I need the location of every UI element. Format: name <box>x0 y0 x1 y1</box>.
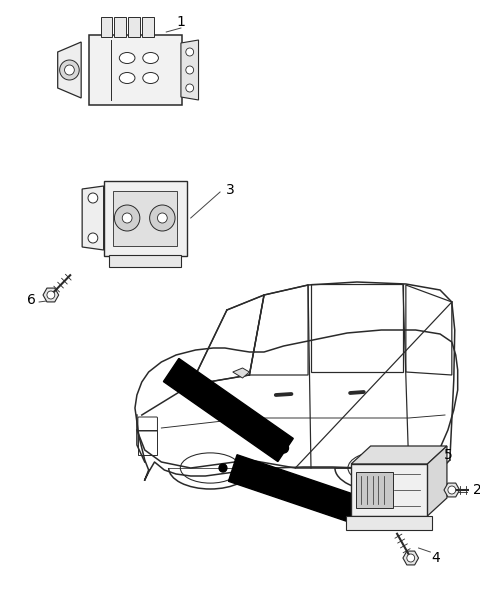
Circle shape <box>219 464 227 472</box>
Circle shape <box>122 213 132 223</box>
Bar <box>351 464 427 516</box>
Bar <box>142 17 154 37</box>
Circle shape <box>114 205 140 231</box>
Polygon shape <box>351 446 447 464</box>
Circle shape <box>150 205 175 231</box>
Circle shape <box>186 66 193 74</box>
Circle shape <box>279 443 288 453</box>
Bar <box>101 17 112 37</box>
Text: 3: 3 <box>226 183 234 197</box>
Polygon shape <box>403 551 419 565</box>
Circle shape <box>407 554 415 562</box>
Circle shape <box>88 193 98 203</box>
Text: 2: 2 <box>473 483 480 497</box>
Circle shape <box>186 84 193 92</box>
Bar <box>89 35 182 105</box>
Ellipse shape <box>120 53 135 64</box>
Polygon shape <box>58 42 81 98</box>
Polygon shape <box>346 516 432 530</box>
Circle shape <box>88 233 98 243</box>
Circle shape <box>186 48 193 56</box>
Circle shape <box>64 65 74 75</box>
Ellipse shape <box>143 73 158 84</box>
Polygon shape <box>82 186 104 250</box>
Ellipse shape <box>120 73 135 84</box>
Circle shape <box>157 213 167 223</box>
Polygon shape <box>108 255 181 267</box>
Bar <box>104 181 187 256</box>
Text: 6: 6 <box>27 293 36 307</box>
Polygon shape <box>181 40 199 100</box>
Circle shape <box>448 486 456 494</box>
Polygon shape <box>228 454 376 528</box>
Bar <box>114 17 126 37</box>
Bar <box>128 17 140 37</box>
Text: 1: 1 <box>177 15 185 29</box>
Ellipse shape <box>143 53 158 64</box>
Circle shape <box>47 291 55 299</box>
Text: 4: 4 <box>431 551 440 565</box>
Polygon shape <box>427 446 447 516</box>
Bar <box>356 472 393 508</box>
Polygon shape <box>233 368 250 378</box>
Bar <box>138 430 157 455</box>
Polygon shape <box>444 483 460 497</box>
Polygon shape <box>43 288 59 302</box>
Circle shape <box>60 60 79 80</box>
Text: 5: 5 <box>444 448 452 462</box>
Bar <box>113 191 177 246</box>
Polygon shape <box>163 358 293 462</box>
